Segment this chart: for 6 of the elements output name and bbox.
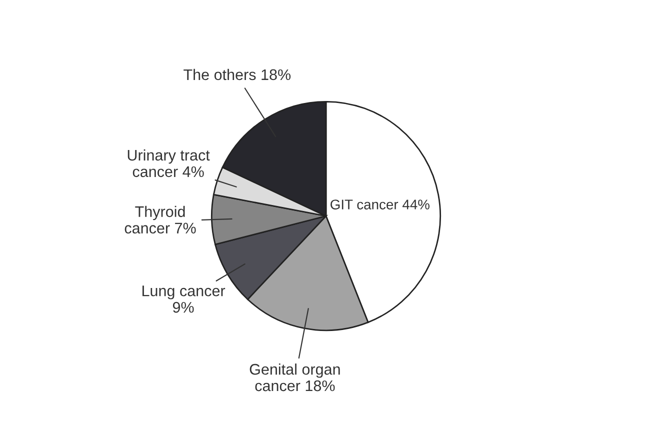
slice-label: Thyroid cancer 7%	[124, 206, 196, 234]
slice-label: GIT cancer 44%	[330, 200, 430, 210]
slice-label: The others 18%	[184, 68, 291, 80]
slice-label: Genital organ cancer 18%	[250, 364, 340, 392]
slice-label: Lung cancer 9%	[142, 286, 226, 313]
slice-label: Urinary tract cancer 4%	[128, 149, 210, 178]
